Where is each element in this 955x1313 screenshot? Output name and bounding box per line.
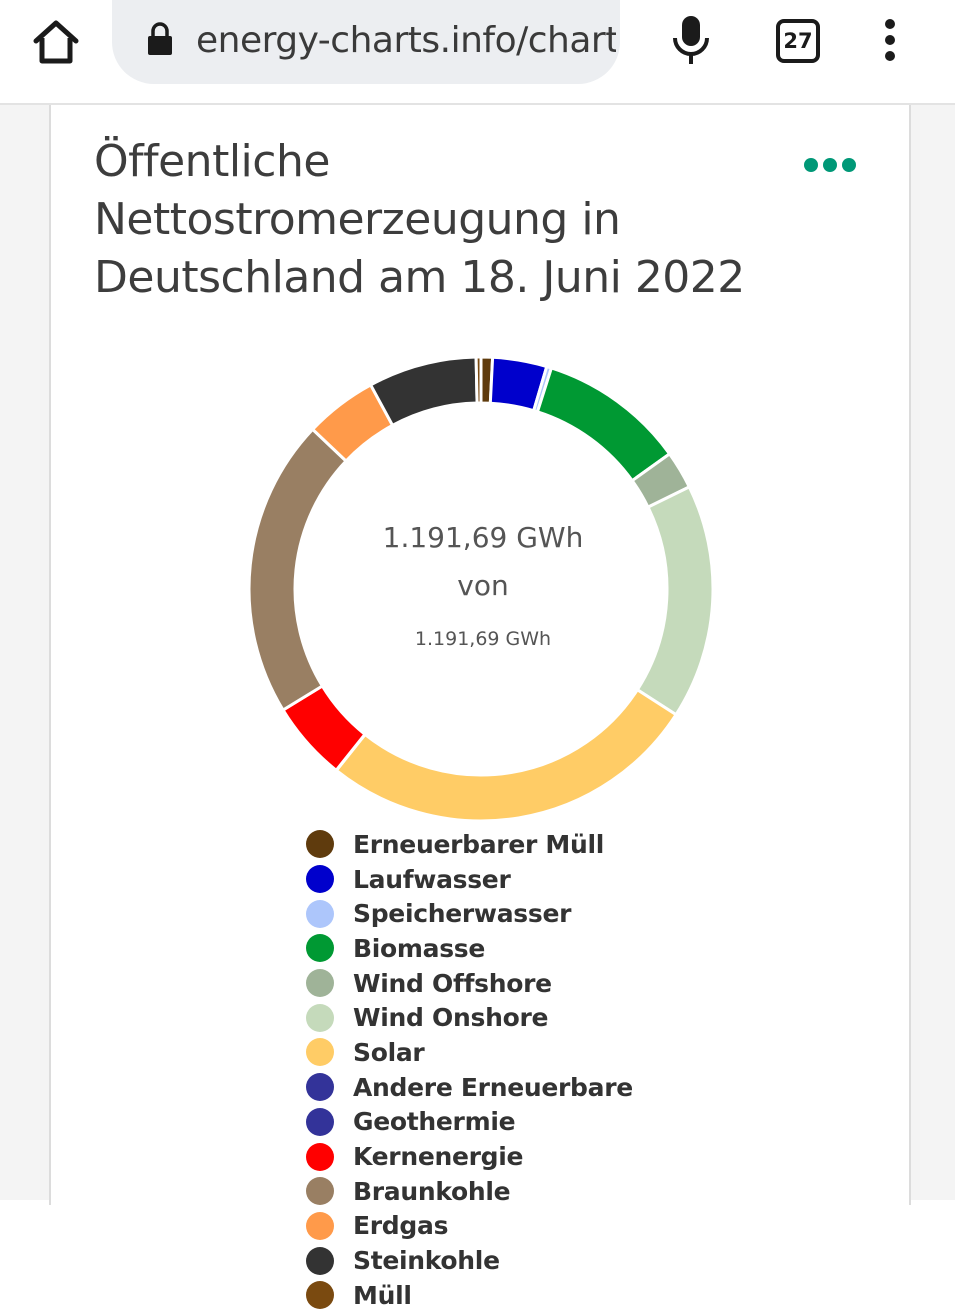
legend-label: Braunkohle xyxy=(353,1176,511,1206)
legend-swatch xyxy=(306,865,334,894)
legend-item[interactable]: Solar xyxy=(306,1035,633,1070)
tab-switcher-button[interactable]: 27 xyxy=(776,19,820,63)
mic-icon[interactable] xyxy=(670,14,712,66)
legend-label: Laufwasser xyxy=(353,864,511,894)
browser-toolbar: energy-charts.info/charts 27 xyxy=(0,0,955,105)
legend-label: Andere Erneuerbare xyxy=(353,1072,633,1102)
center-connector: von xyxy=(457,569,508,602)
legend-item[interactable]: Geothermie xyxy=(306,1105,633,1140)
more-horiz-icon[interactable] xyxy=(803,155,857,175)
center-total: 1.191,69 GWh xyxy=(415,628,551,650)
legend-swatch xyxy=(306,969,334,998)
legend-item[interactable]: Braunkohle xyxy=(306,1174,633,1209)
legend-item[interactable]: Biomasse xyxy=(306,931,633,966)
legend-label: Wind Onshore xyxy=(353,1003,549,1033)
legend-item[interactable]: Steinkohle xyxy=(306,1243,633,1278)
legend-swatch xyxy=(306,899,334,928)
donut-slice-4[interactable] xyxy=(535,366,672,483)
legend-label: Steinkohle xyxy=(353,1246,500,1276)
legend-swatch xyxy=(306,1107,334,1136)
chart-title: Öffentliche Nettostromerzeugung in Deuts… xyxy=(94,136,745,303)
legend-item[interactable]: Andere Erneuerbare xyxy=(306,1070,633,1105)
donut-slice-11[interactable] xyxy=(247,427,349,713)
donut-chart: 1.191,69 GWh von 1.191,69 GWh xyxy=(247,355,715,823)
legend-label: Erdgas xyxy=(353,1211,449,1241)
legend-label: Geothermie xyxy=(353,1107,516,1137)
chart-card: Öffentliche Nettostromerzeugung in Deuts… xyxy=(49,105,911,1310)
legend-swatch xyxy=(306,934,334,963)
center-value: 1.191,69 GWh xyxy=(383,521,584,554)
legend-label: Wind Offshore xyxy=(353,968,552,998)
legend-label: Solar xyxy=(353,1037,425,1067)
donut-slice-14[interactable] xyxy=(474,355,483,405)
legend-swatch xyxy=(306,1211,334,1240)
legend-item[interactable]: Speicherwasser xyxy=(306,896,633,931)
home-icon[interactable] xyxy=(30,18,82,66)
donut-slice-13[interactable] xyxy=(368,355,479,428)
legend-label: Müll xyxy=(353,1280,412,1310)
legend-label: Kernenergie xyxy=(353,1142,524,1172)
legend-label: Erneuerbarer Müll xyxy=(353,829,605,859)
legend-swatch xyxy=(306,1003,334,1032)
donut-slice-6[interactable] xyxy=(635,484,715,717)
legend-item[interactable]: Wind Onshore xyxy=(306,1000,633,1035)
legend-item[interactable]: Erneuerbarer Müll xyxy=(306,827,633,862)
legend-swatch xyxy=(306,1246,334,1275)
legend-item[interactable]: Wind Offshore xyxy=(306,966,633,1001)
legend-label: Speicherwasser xyxy=(353,899,572,929)
legend-item[interactable]: Erdgas xyxy=(306,1209,633,1244)
legend-label: Biomasse xyxy=(353,933,486,963)
legend-swatch xyxy=(306,1177,334,1206)
chart-legend: Erneuerbarer Müll Laufwasser Speicherwasse… xyxy=(306,827,633,1313)
address-bar[interactable]: energy-charts.info/charts xyxy=(112,0,620,84)
legend-swatch xyxy=(306,1142,334,1171)
legend-item[interactable]: Müll xyxy=(306,1278,633,1313)
legend-swatch xyxy=(306,830,334,859)
lock-icon xyxy=(148,22,172,55)
legend-item[interactable]: Kernenergie xyxy=(306,1139,633,1174)
url-text[interactable]: energy-charts.info/charts xyxy=(196,20,616,61)
legend-swatch xyxy=(306,1073,334,1102)
legend-item[interactable]: Laufwasser xyxy=(306,862,633,897)
legend-swatch xyxy=(306,1281,334,1310)
more-vert-icon[interactable] xyxy=(876,16,904,64)
donut-slice-7[interactable] xyxy=(334,687,679,823)
legend-swatch xyxy=(306,1038,334,1067)
